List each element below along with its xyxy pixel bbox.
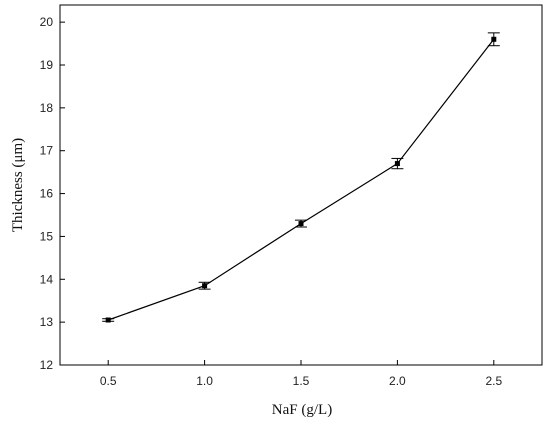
y-tick-label: 18 (40, 101, 54, 115)
x-tick-label: 1.5 (293, 374, 310, 388)
series-line (107, 38, 495, 321)
x-tick-label: 2.5 (485, 374, 502, 388)
data-point (298, 221, 304, 227)
data-point (491, 36, 497, 42)
y-tick-label: 19 (40, 58, 54, 72)
y-tick-label: 17 (40, 144, 54, 158)
y-tick-label: 14 (40, 272, 54, 286)
x-tick-label: 1.0 (196, 374, 213, 388)
series-layer (102, 32, 500, 323)
x-tick-label: 0.5 (100, 374, 117, 388)
x-axis-ticks: 0.5 1.0 1.5 2.0 2.5 (100, 360, 502, 388)
y-tick-label: 16 (40, 187, 54, 201)
y-tick-label: 13 (40, 315, 54, 329)
y-tick-label: 20 (40, 15, 54, 29)
y-tick-label: 12 (40, 358, 54, 372)
y-tick-label: 15 (40, 229, 54, 243)
y-axis-title: Thickness (μm) (10, 138, 26, 232)
data-point (105, 317, 111, 323)
y-axis-ticks: 12 13 14 15 16 17 18 19 20 (40, 15, 65, 372)
data-point (202, 283, 208, 289)
data-point (394, 161, 400, 167)
x-tick-label: 2.0 (389, 374, 406, 388)
x-axis-title: NaF (g/L) (272, 402, 332, 418)
